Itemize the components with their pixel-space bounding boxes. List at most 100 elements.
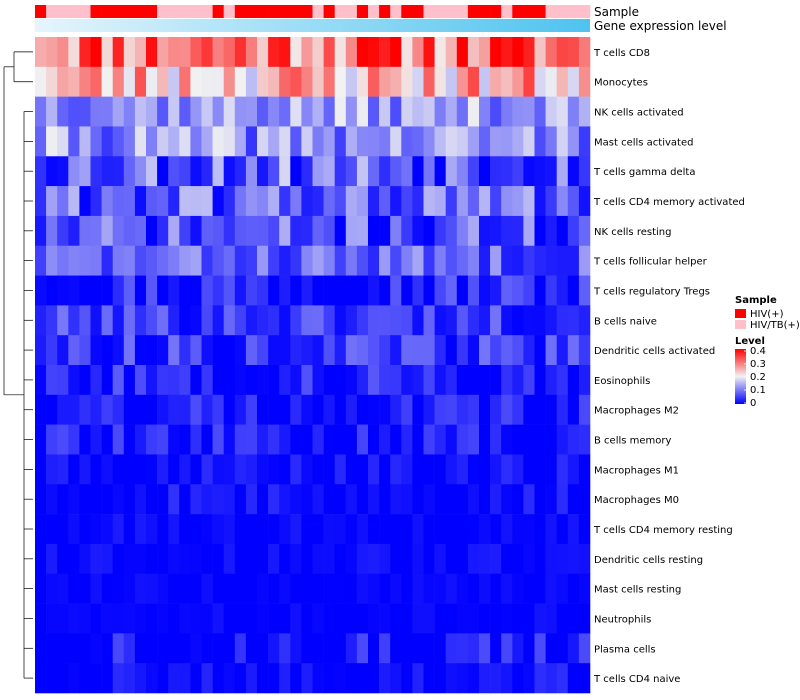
heatmap-cell	[445, 335, 458, 366]
heatmap-cell	[68, 454, 80, 485]
heatmap-cell	[90, 275, 102, 306]
heatmap-cell	[423, 663, 435, 694]
heatmap-cell	[490, 394, 502, 425]
heatmap-cell	[534, 603, 546, 634]
heatmap-cell	[223, 633, 236, 664]
heatmap-cell	[578, 335, 591, 366]
heatmap-cell	[412, 156, 424, 187]
heatmap-cell	[57, 126, 69, 157]
heatmap-cell	[390, 96, 402, 127]
heatmap-cell	[68, 186, 80, 217]
heatmap-cell	[212, 454, 224, 485]
sample-annotation-cell	[356, 5, 369, 18]
heatmap-cell	[245, 186, 258, 217]
heatmap-cell	[523, 186, 535, 217]
heatmap-cell	[445, 514, 458, 545]
heatmap-cell	[356, 37, 369, 68]
heatmap-cell	[534, 96, 546, 127]
heatmap-cell	[512, 365, 524, 396]
heatmap-cell	[223, 186, 236, 217]
sample-annotation-cell	[323, 5, 335, 18]
heatmap-cell	[268, 484, 280, 515]
heatmap-cell	[456, 573, 469, 604]
heatmap-cell	[345, 126, 358, 157]
row-dendrogram	[3, 51, 33, 679]
sample-annotation-cell	[245, 5, 258, 18]
heatmap-cell	[523, 603, 535, 634]
heatmap-cell	[146, 96, 158, 127]
heatmap-cell	[245, 37, 258, 68]
heatmap-cell	[512, 543, 524, 575]
heatmap-cell	[434, 215, 446, 247]
heatmap-cell	[545, 37, 557, 68]
heatmap-cell	[212, 633, 224, 664]
heatmap-cell	[423, 245, 435, 276]
heatmap-cell	[157, 335, 169, 366]
heatmap-cell	[445, 424, 458, 455]
heatmap-cell	[556, 335, 569, 366]
heatmap-cell	[46, 514, 58, 545]
heatmap-cell	[290, 663, 302, 694]
heatmap-cell	[279, 186, 291, 217]
heatmap-cell	[379, 305, 391, 336]
heatmap-cell	[534, 245, 546, 276]
heatmap-cell	[312, 365, 324, 396]
heatmap-cell	[578, 424, 591, 455]
heatmap-cell	[490, 514, 502, 545]
heatmap-cell	[545, 275, 557, 306]
heatmap-cell	[268, 275, 280, 306]
heatmap-cell	[245, 514, 258, 545]
heatmap-cell	[445, 663, 458, 694]
heatmap-cell	[112, 603, 125, 634]
heatmap-cell	[257, 573, 269, 604]
heatmap-cell	[279, 573, 291, 604]
heatmap-cell	[79, 37, 91, 68]
heatmap-cell	[79, 633, 91, 664]
heatmap-cell	[123, 335, 136, 366]
heatmap-cell	[268, 66, 280, 97]
heatmap-cell	[57, 186, 69, 217]
heatmap-cell	[401, 663, 413, 694]
heatmap-cell	[190, 543, 202, 575]
heatmap-cell	[168, 37, 180, 68]
heatmap-cell	[390, 215, 402, 247]
heatmap-cell	[134, 66, 147, 97]
heatmap-cell	[356, 424, 369, 455]
heatmap-cell	[368, 37, 380, 68]
heatmap-cell	[345, 96, 358, 127]
heatmap-cell	[490, 454, 502, 485]
heatmap-cell	[467, 37, 480, 68]
heatmap-cell	[245, 394, 258, 425]
heatmap-cell	[512, 663, 524, 694]
heatmap-cell	[445, 245, 458, 276]
heatmap-cell	[46, 37, 58, 68]
heatmap-cell	[523, 633, 535, 664]
heatmap-cell	[323, 365, 335, 396]
heatmap-cell	[146, 633, 158, 664]
sample-annotation-cell	[123, 5, 136, 18]
row-label: Macrophages M2	[594, 406, 679, 417]
heatmap-cell	[35, 186, 47, 217]
row-label: NK cells activated	[594, 108, 684, 119]
heatmap-cell	[323, 305, 335, 336]
heatmap-cell	[390, 305, 402, 336]
heatmap-cell	[490, 305, 502, 336]
heatmap-cell	[323, 633, 335, 664]
heatmap-cell	[567, 573, 580, 604]
heatmap-cell	[501, 663, 513, 694]
heatmap-cell	[334, 424, 347, 455]
heatmap-cell	[79, 186, 91, 217]
heatmap-cell	[234, 573, 247, 604]
heatmap-cell	[445, 186, 458, 217]
heatmap-cell	[179, 126, 191, 157]
heatmap-cell	[523, 663, 535, 694]
heatmap-cell	[390, 514, 402, 545]
heatmap-cell	[201, 424, 213, 455]
heatmap-cell	[456, 365, 469, 396]
heatmap-cell	[445, 37, 458, 68]
heatmap-cell	[146, 37, 158, 68]
heatmap-cell	[157, 245, 169, 276]
heatmap-cell	[534, 215, 546, 247]
heatmap-cell	[279, 633, 291, 664]
heatmap-cell	[35, 394, 47, 425]
